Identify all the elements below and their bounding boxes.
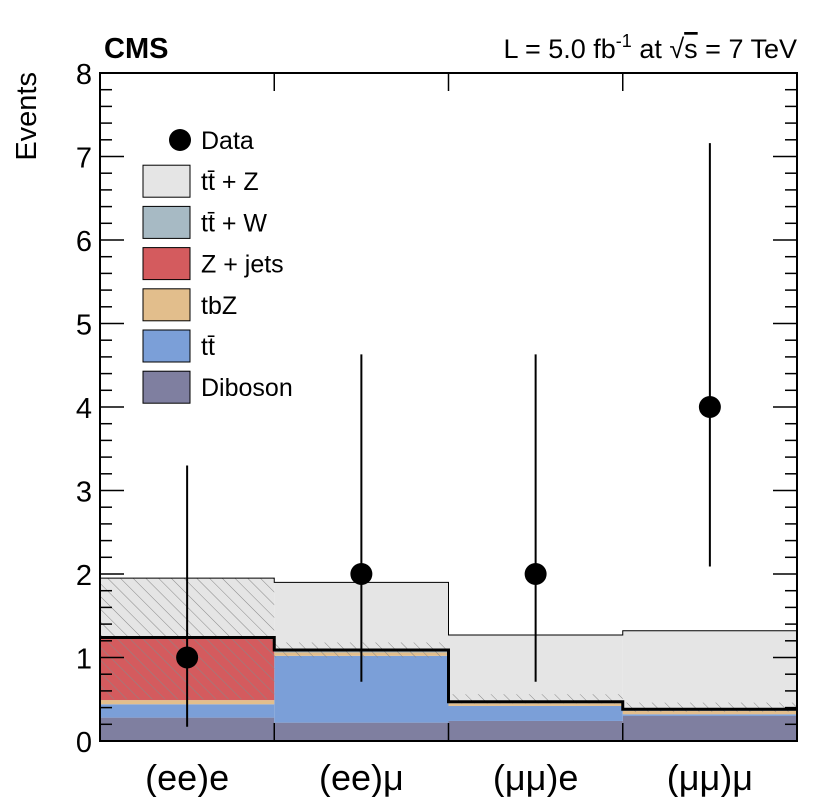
luminosity-label: L = 5.0 fb-1 at √s = 7 TeV xyxy=(503,31,797,64)
s-symbol: s xyxy=(684,34,698,64)
mc-subtotal-line xyxy=(100,635,797,711)
bar-diboson-0 xyxy=(100,717,275,741)
lumi-exponent: -1 xyxy=(616,31,632,51)
x-category-label-1: (ee)μ xyxy=(319,757,404,797)
data-point-2 xyxy=(524,563,547,585)
legend-label-data: Data xyxy=(201,127,254,155)
mc-total-outline xyxy=(100,577,797,711)
lumi-energy: = 7 TeV xyxy=(698,34,797,64)
legend-swatch-ttW xyxy=(142,205,191,239)
y-tick-label-0: 0 xyxy=(76,727,92,759)
x-category-label-2: (μμ)e xyxy=(493,757,578,797)
sqrt-symbol: √ xyxy=(669,34,684,64)
y-tick-label-1: 1 xyxy=(76,644,92,676)
bar-tbZ-3 xyxy=(622,710,797,715)
legend-swatch-tt xyxy=(142,329,191,363)
y-axis-label: Events xyxy=(11,72,43,161)
data-points xyxy=(176,143,721,727)
y-tick-labels: 0 1 2 3 4 5 6 7 8 xyxy=(76,59,92,759)
bar-diboson-2 xyxy=(448,720,623,741)
bar-diboson-1 xyxy=(274,722,449,741)
bar-tt-3 xyxy=(622,714,797,716)
data-point-3 xyxy=(698,396,721,418)
legend-label-tbZ: tbZ xyxy=(201,292,237,320)
x-category-label-0: (ee)e xyxy=(145,757,229,797)
bar-ttZ-3 xyxy=(622,630,797,710)
legend: Data tt̄ + Z tt̄ + W Z + jets tbZ tt̄ Diboson xyxy=(142,127,293,404)
mc-total-line xyxy=(100,577,797,636)
bar-tbZ-2 xyxy=(448,703,623,706)
y-tick-label-7: 7 xyxy=(76,143,92,175)
x-category-labels: (ee)e (ee)μ (μμ)e (μμ)μ xyxy=(145,757,753,797)
lumi-middle: at xyxy=(632,34,670,64)
y-tick-label-6: 6 xyxy=(76,226,92,258)
y-tick-label-5: 5 xyxy=(76,310,92,342)
lumi-prefix: L = 5.0 fb xyxy=(503,34,615,64)
legend-label-ttW: tt̄ + W xyxy=(201,209,267,237)
legend-label-zjets: Z + jets xyxy=(201,251,284,279)
legend-swatch-diboson xyxy=(142,370,191,404)
legend-swatch-zjets xyxy=(142,247,191,281)
data-point-1 xyxy=(350,563,373,585)
uncertainty-band-2 xyxy=(448,694,623,704)
x-category-label-3: (μμ)μ xyxy=(667,757,753,797)
axis-ticks xyxy=(100,72,797,742)
uncertainty-band-3 xyxy=(622,702,797,712)
y-tick-label-3: 3 xyxy=(76,477,92,509)
legend-label-diboson: Diboson xyxy=(201,374,293,402)
y-tick-label-8: 8 xyxy=(76,59,92,91)
experiment-label: CMS xyxy=(104,33,168,65)
bar-diboson-3 xyxy=(622,715,797,741)
legend-marker-data xyxy=(169,129,191,151)
bar-tt-2 xyxy=(448,705,623,721)
legend-swatch-tbZ xyxy=(142,288,191,322)
legend-swatch-ttZ xyxy=(142,164,191,198)
y-tick-label-2: 2 xyxy=(76,560,92,592)
legend-label-ttZ: tt̄ + Z xyxy=(201,168,259,196)
y-tick-label-4: 4 xyxy=(76,393,92,425)
legend-label-tt: tt̄ xyxy=(201,333,215,361)
data-point-0 xyxy=(176,646,199,669)
